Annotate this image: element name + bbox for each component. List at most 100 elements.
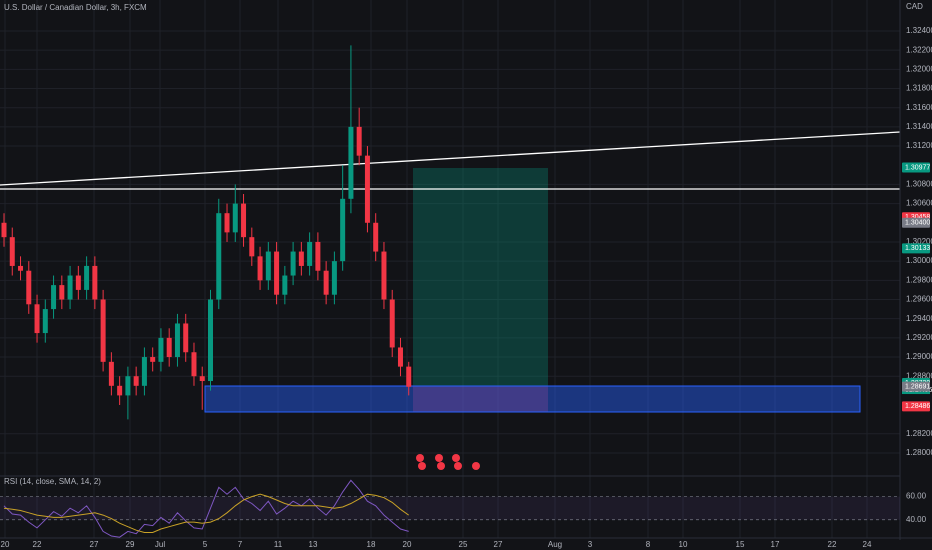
y-tick-label: 1.29600 xyxy=(906,295,932,304)
x-tick-label: Aug xyxy=(548,540,562,549)
event-icon[interactable] xyxy=(472,462,480,470)
y-tick-label: 1.31800 xyxy=(906,84,932,93)
axes: 1.28000 1.28200 1.28800 1.29000 1.29200 1.294… xyxy=(1,26,932,549)
candle-body xyxy=(117,385,123,396)
rsi-line xyxy=(3,493,409,533)
x-tick-label: 10 xyxy=(679,540,688,549)
price-label-bg xyxy=(902,401,930,412)
x-tick-label: 15 xyxy=(736,540,745,549)
event-icon[interactable] xyxy=(435,454,443,462)
candle-body xyxy=(26,270,32,305)
rsi-line xyxy=(3,479,409,538)
price-label: 1.30977 xyxy=(905,164,930,171)
candle-body xyxy=(100,299,106,362)
candle-body xyxy=(216,213,222,300)
candle-body xyxy=(183,323,189,353)
candle-body xyxy=(290,251,296,276)
candle-body xyxy=(315,241,321,271)
candle-body xyxy=(389,299,395,348)
y-tick-label: 1.29400 xyxy=(906,314,932,323)
candle-body xyxy=(232,203,238,233)
x-tick-label: 22 xyxy=(828,540,837,549)
x-tick-label: 22 xyxy=(33,540,42,549)
candle-body xyxy=(51,285,57,310)
candle-body xyxy=(323,270,329,295)
candle-body xyxy=(9,237,15,266)
x-tick-label: 27 xyxy=(494,540,503,549)
y-tick-label: 1.31600 xyxy=(906,103,932,112)
candle-body xyxy=(108,361,114,386)
price-label-bg xyxy=(902,217,930,228)
y-tick-label: 1.29200 xyxy=(906,333,932,342)
y-tick-label: 1.28000 xyxy=(906,448,932,457)
candle-body xyxy=(150,357,156,362)
chart-title: U.S. Dollar / Canadian Dollar, 3h, FXCM xyxy=(4,3,147,12)
candle-body xyxy=(241,203,247,238)
y-tick-label: 1.30000 xyxy=(906,256,932,265)
candle-body xyxy=(1,222,7,238)
candle-body xyxy=(92,265,98,300)
price-label-bg xyxy=(902,381,930,392)
candles xyxy=(1,45,412,420)
y-tick-label: 1.30200 xyxy=(906,237,932,246)
candle-body xyxy=(42,309,48,334)
candle-body xyxy=(158,337,164,362)
y-tick-label: 1.29800 xyxy=(906,275,932,284)
price-label: 1.30400 xyxy=(905,220,930,227)
candle-body xyxy=(59,285,65,300)
candle-body xyxy=(356,126,362,156)
y-tick-label: 1.28800 xyxy=(906,371,932,380)
rsi-title: RSI (14, close, SMA, 14, 2) xyxy=(4,477,101,486)
price-label: 1.28691 xyxy=(905,384,930,391)
event-icon[interactable] xyxy=(437,462,445,470)
candle-body xyxy=(265,251,271,281)
candle-body xyxy=(348,126,354,199)
rsi-tick-label: 40.00 xyxy=(906,515,927,524)
trend-line[interactable] xyxy=(0,131,901,186)
event-icons xyxy=(416,454,480,470)
candle-body xyxy=(141,357,147,386)
candle-body xyxy=(224,213,230,233)
price-label: 1.30133 xyxy=(905,245,930,252)
x-tick-label: 27 xyxy=(90,540,99,549)
candle-body xyxy=(257,256,263,281)
x-tick-label: 20 xyxy=(403,540,412,549)
price-label: 1.30458 xyxy=(905,214,930,221)
rsi-pane xyxy=(0,479,900,538)
y-tick-label: 1.31400 xyxy=(906,122,932,131)
x-tick-label: 18 xyxy=(367,540,376,549)
x-tick-label: 3 xyxy=(588,540,593,549)
candle-body xyxy=(381,251,387,300)
demand-zone[interactable] xyxy=(204,385,861,413)
candle-body xyxy=(274,251,280,295)
candle-body xyxy=(373,222,379,252)
event-icon[interactable] xyxy=(418,462,426,470)
candle-body xyxy=(18,265,24,271)
grid xyxy=(0,0,900,538)
candle-body xyxy=(199,376,205,382)
candle-body xyxy=(249,237,255,257)
candle-body xyxy=(191,352,197,377)
x-tick-label: 8 xyxy=(646,540,651,549)
candle-body xyxy=(282,275,288,295)
x-tick-label: 7 xyxy=(238,540,243,549)
candle-body xyxy=(125,376,131,396)
candle-body xyxy=(307,241,313,266)
y-tick-label: 1.31200 xyxy=(906,141,932,150)
long-target-zone[interactable] xyxy=(413,168,548,386)
y-tick-label: 1.28200 xyxy=(906,429,932,438)
event-icon[interactable] xyxy=(452,454,460,462)
long-stop-zone[interactable] xyxy=(413,386,548,412)
y-tick-label: 1.30800 xyxy=(906,180,932,189)
candle-body xyxy=(340,198,346,262)
x-tick-label: Jul xyxy=(155,540,165,549)
event-icon[interactable] xyxy=(416,454,424,462)
y-tick-label: 1.32000 xyxy=(906,64,932,73)
price-label-bg xyxy=(902,243,930,254)
event-icon[interactable] xyxy=(454,462,462,470)
candle-body xyxy=(174,323,180,358)
candle-body xyxy=(364,155,370,223)
candle-body xyxy=(84,265,90,290)
